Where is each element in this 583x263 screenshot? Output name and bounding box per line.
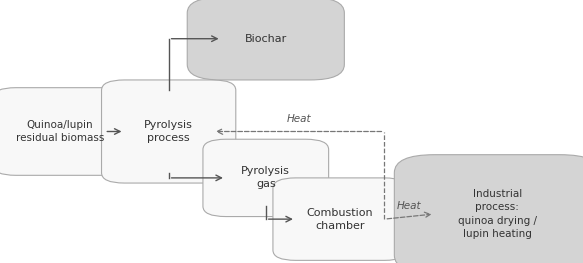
FancyBboxPatch shape <box>394 155 583 263</box>
Text: Pyrolysis
process: Pyrolysis process <box>144 120 193 143</box>
FancyBboxPatch shape <box>101 80 236 183</box>
FancyBboxPatch shape <box>203 139 329 216</box>
FancyBboxPatch shape <box>187 0 345 80</box>
FancyBboxPatch shape <box>273 178 407 260</box>
Text: Quinoa/lupin
residual biomass: Quinoa/lupin residual biomass <box>16 120 104 143</box>
Text: Pyrolysis
gas: Pyrolysis gas <box>241 166 290 190</box>
Text: Biochar: Biochar <box>245 34 287 44</box>
FancyBboxPatch shape <box>0 88 127 175</box>
Text: Combustion
chamber: Combustion chamber <box>307 208 373 231</box>
Text: Industrial
process:
quinoa drying /
lupin heating: Industrial process: quinoa drying / lupi… <box>458 189 537 239</box>
Text: Heat: Heat <box>286 114 311 124</box>
Text: Heat: Heat <box>397 201 422 211</box>
